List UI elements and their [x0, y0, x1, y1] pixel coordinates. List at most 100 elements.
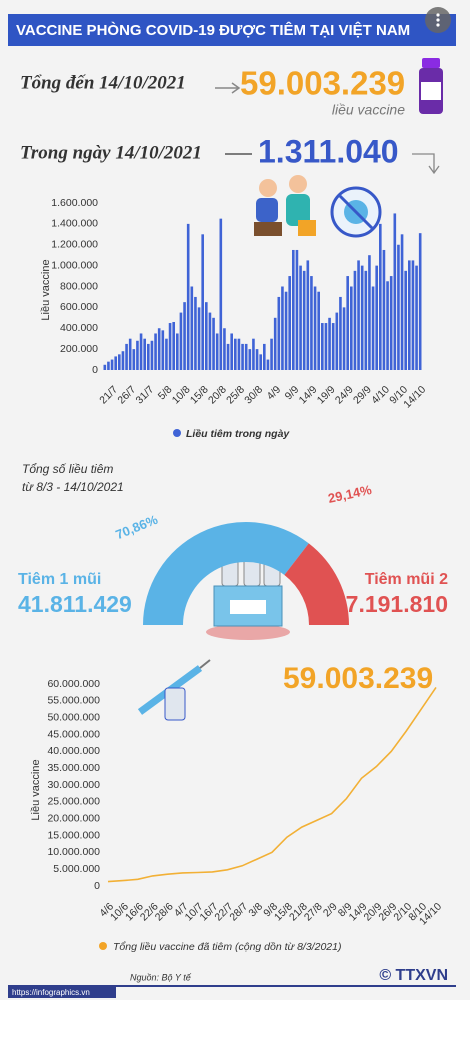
bar: [284, 291, 288, 370]
bar: [270, 338, 273, 370]
bar: [357, 260, 360, 370]
bar: [324, 323, 328, 370]
bar: [252, 338, 255, 370]
bar: [255, 349, 259, 370]
bar: [368, 255, 371, 370]
bar: [110, 359, 114, 370]
bar: [172, 321, 175, 370]
vaccination-icon: [254, 175, 316, 236]
count-label: 41.811.429: [18, 591, 132, 617]
bar: [382, 249, 386, 370]
y-tick-label: 800.000: [60, 280, 98, 292]
bar: [259, 354, 262, 370]
y-tick-label: 0: [94, 880, 100, 892]
y-tick-label: 30.000.000: [47, 779, 100, 791]
y-tick-label: 5.000.000: [53, 863, 100, 875]
bar: [223, 328, 226, 370]
bar: [230, 333, 233, 370]
bar: [147, 343, 150, 370]
bar: [179, 312, 183, 370]
pie-slice: [284, 543, 349, 625]
y-tick-label: 10.000.000: [47, 846, 100, 858]
y-tick-label: 1.400.000: [51, 218, 98, 230]
bar: [273, 317, 277, 370]
bar: [201, 234, 204, 370]
vaccine-box-icon: [206, 553, 290, 640]
bar: [404, 270, 407, 370]
bar: [244, 343, 248, 370]
bar: [342, 307, 346, 370]
bar: [121, 351, 125, 370]
bar: [143, 338, 146, 370]
bar: [226, 343, 230, 370]
bar: [205, 302, 208, 370]
legend-marker: [173, 429, 181, 437]
total-label: Tổng đến 14/10/2021: [20, 72, 186, 93]
bar: [386, 281, 389, 370]
y-tick-label: 600.000: [60, 301, 98, 313]
bar: [397, 244, 400, 370]
bar: [157, 328, 161, 370]
y-tick-label: 35.000.000: [47, 762, 100, 774]
bar: [375, 265, 378, 370]
bar: [364, 270, 368, 370]
y-tick-label: 55.000.000: [47, 695, 100, 707]
y-tick-label: 400.000: [60, 322, 98, 334]
bar: [292, 249, 295, 370]
bar: [328, 317, 331, 370]
bar: [295, 249, 299, 370]
header-bar: [8, 14, 456, 46]
bar: [306, 260, 310, 370]
bar: [136, 340, 139, 370]
y-tick-label: 200.000: [60, 343, 98, 355]
syringe-icon: [137, 659, 211, 721]
bar: [350, 286, 353, 370]
count-label: 17.191.810: [333, 591, 448, 617]
bar: [194, 296, 197, 370]
bar: [128, 338, 132, 370]
bar: [161, 330, 165, 370]
bar: [335, 312, 339, 370]
y-tick-label: 1.200.000: [51, 239, 98, 251]
bar: [379, 223, 382, 370]
y-axis-label: Liều vaccine: [30, 759, 42, 820]
y-tick-label: 45.000.000: [47, 728, 100, 740]
day-label: Trong ngày 14/10/2021: [20, 142, 202, 163]
pie-slice: [143, 521, 309, 625]
bar: [165, 338, 168, 370]
y-tick-label: 15.000.000: [47, 829, 100, 841]
arrow: [412, 153, 440, 175]
bar: [310, 276, 313, 370]
bar: [277, 296, 281, 370]
y-tick-label: 25.000.000: [47, 796, 100, 808]
bar: [339, 296, 342, 370]
bar: [360, 265, 364, 370]
y-tick-label: 1.000.000: [51, 259, 98, 271]
bar: [263, 343, 266, 370]
bar: [197, 307, 201, 370]
bar: [212, 317, 215, 370]
y-tick-label: 40.000.000: [47, 745, 100, 757]
bar: [234, 338, 237, 370]
arrow: [215, 82, 241, 94]
bar: [266, 359, 270, 370]
footer-line: [8, 985, 456, 987]
day-value: 1.311.040: [258, 133, 399, 169]
bar: [132, 349, 136, 370]
bar: [186, 223, 190, 370]
bar: [183, 302, 186, 370]
bar: [139, 333, 143, 370]
background: [0, 0, 470, 1000]
bar: [114, 356, 117, 370]
line-annotation: 59.003.239: [283, 662, 433, 695]
category-label: Tiêm mũi 2: [365, 571, 448, 588]
y-tick-label: 50.000.000: [47, 711, 100, 723]
bar: [107, 361, 110, 370]
legend-marker: [99, 942, 107, 950]
footer-logo: © TTXVN: [379, 967, 448, 984]
total-value: 59.003.239: [240, 65, 405, 102]
bar: [241, 343, 244, 370]
bar: [346, 276, 349, 370]
virus-icon: [330, 186, 382, 238]
